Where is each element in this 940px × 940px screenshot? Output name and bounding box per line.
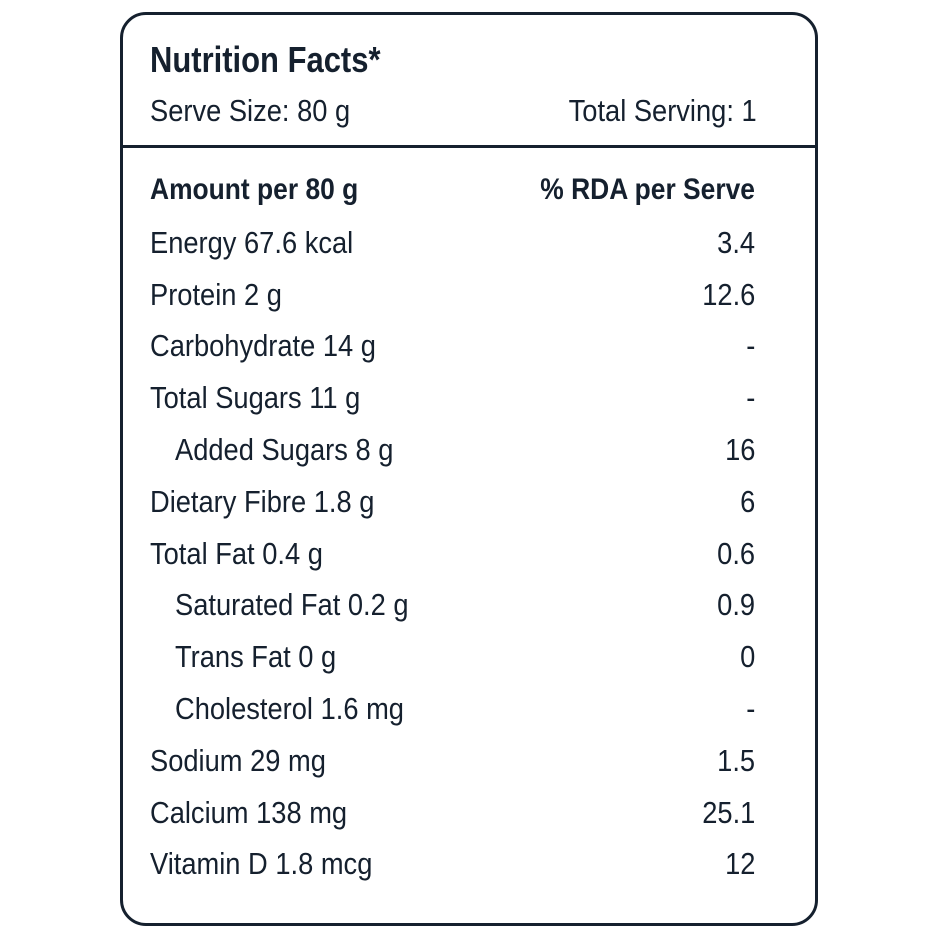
nutrient-row-added-sugars: Added Sugars 8 g 16	[150, 426, 755, 478]
nutrient-table: Amount per 80 g % RDA per Serve Energy 6…	[150, 167, 755, 892]
nutrient-name: Total Fat 0.4 g	[150, 535, 323, 571]
nutrient-rda: 25.1	[701, 794, 755, 830]
nutrient-name: Dietary Fibre 1.8 g	[150, 483, 375, 519]
nutrition-title: Nutrition Facts*	[150, 39, 381, 80]
nutrient-row-carbohydrate: Carbohydrate 14 g -	[150, 322, 755, 374]
nutrient-row-cholesterol: Cholesterol 1.6 mg -	[150, 685, 755, 737]
nutrient-row-calcium: Calcium 138 mg 25.1	[150, 789, 755, 841]
header-divider	[123, 145, 815, 148]
serve-size: Serve Size: 80 g	[150, 93, 351, 128]
nutrient-rda: 12	[724, 846, 755, 882]
nutrient-row-sodium: Sodium 29 mg 1.5	[150, 737, 755, 789]
nutrient-row-energy: Energy 67.6 kcal 3.4	[150, 219, 755, 271]
nutrient-name: Carbohydrate 14 g	[150, 328, 376, 364]
nutrient-row-saturated-fat: Saturated Fat 0.2 g 0.9	[150, 581, 755, 633]
nutrient-rda: 1.5	[717, 742, 755, 778]
nutrient-rda: 12.6	[701, 276, 755, 312]
nutrient-row-total-fat: Total Fat 0.4 g 0.6	[150, 530, 755, 582]
nutrient-name: Sodium 29 mg	[150, 742, 326, 778]
nutrient-rda: 0.9	[717, 587, 755, 623]
nutrient-row-protein: Protein 2 g 12.6	[150, 271, 755, 323]
nutrient-rda: 6	[739, 483, 755, 519]
nutrient-name: Cholesterol 1.6 mg	[175, 690, 404, 726]
nutrient-rda: -	[745, 380, 755, 416]
nutrient-name: Trans Fat 0 g	[175, 639, 337, 675]
total-serving: Total Serving: 1	[568, 93, 757, 128]
nutrient-name: Added Sugars 8 g	[175, 431, 394, 467]
header-rda: % RDA per Serve	[540, 173, 755, 206]
nutrient-rda: 0	[739, 639, 755, 675]
nutrient-rda: -	[745, 328, 755, 364]
nutrient-rda: 16	[724, 431, 755, 467]
nutrient-name: Vitamin D 1.8 mcg	[150, 846, 373, 882]
nutrient-rda: -	[745, 690, 755, 726]
nutrient-name: Total Sugars 11 g	[150, 380, 361, 416]
nutrient-rda: 0.6	[717, 535, 755, 571]
nutrient-row-dietary-fibre: Dietary Fibre 1.8 g 6	[150, 478, 755, 530]
nutrient-name: Energy 67.6 kcal	[150, 224, 354, 260]
nutrient-name: Saturated Fat 0.2 g	[175, 587, 409, 623]
serving-info: Serve Size: 80 g Total Serving: 1	[150, 93, 757, 133]
nutrient-name: Calcium 138 mg	[150, 794, 348, 830]
nutrient-row-trans-fat: Trans Fat 0 g 0	[150, 633, 755, 685]
nutrient-row-total-sugars: Total Sugars 11 g -	[150, 374, 755, 426]
table-header-row: Amount per 80 g % RDA per Serve	[150, 167, 755, 219]
nutrient-row-vitamin-d: Vitamin D 1.8 mcg 12	[150, 840, 755, 892]
nutrition-facts-panel: Nutrition Facts* Serve Size: 80 g Total …	[120, 12, 818, 926]
nutrient-rda: 3.4	[717, 224, 755, 260]
nutrient-name: Protein 2 g	[150, 276, 282, 312]
header-amount: Amount per 80 g	[150, 173, 359, 206]
